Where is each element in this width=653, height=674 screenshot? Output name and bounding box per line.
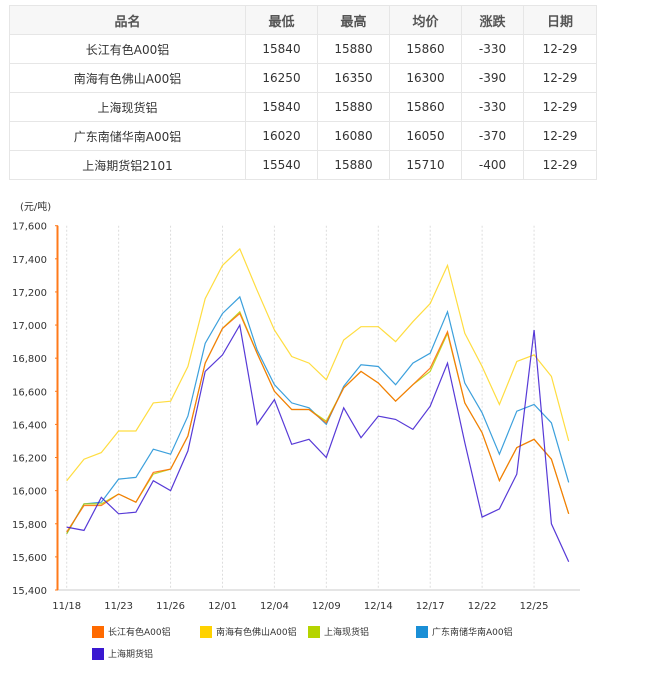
table-cell: 16050	[389, 121, 462, 151]
legend-item[interactable]: 长江有色A00铝	[92, 625, 171, 638]
table-cell: 广东南储华南A00铝	[9, 121, 246, 151]
x-tick-label: 12/14	[364, 601, 393, 610]
y-tick-label: 17,400	[12, 255, 47, 266]
legend-label: 长江有色A00铝	[108, 628, 171, 638]
y-tick-label: 16,600	[12, 387, 47, 398]
table-cell: 16250	[245, 63, 318, 93]
table-cell: 15880	[317, 34, 390, 64]
legend-label: 上海期货铝	[108, 650, 154, 660]
header-name: 品名	[9, 5, 246, 35]
table-cell: 南海有色佛山A00铝	[9, 63, 246, 93]
legend-label: 上海现货铝	[324, 628, 370, 638]
header-change: 涨跌	[461, 5, 524, 35]
x-tick-label: 12/01	[208, 601, 237, 610]
table-cell: 15880	[317, 150, 390, 180]
table-cell: 12-29	[523, 150, 597, 180]
table-row: 南海有色佛山A00铝 16250 16350 16300 -390 12-29	[9, 63, 597, 93]
y-tick-label: 17,600	[12, 222, 47, 233]
x-tick-label: 11/26	[156, 601, 185, 610]
table-row: 上海期货铝2101 15540 15880 15710 -400 12-29	[9, 150, 597, 180]
y-tick-label: 15,800	[12, 520, 47, 531]
y-tick-label: 17,200	[12, 288, 47, 299]
table-cell: 15840	[245, 92, 318, 122]
x-tick-label: 12/04	[260, 601, 289, 610]
y-tick-label: 16,400	[12, 420, 47, 431]
series-line-0	[66, 312, 570, 533]
x-tick-label: 12/09	[312, 601, 341, 610]
header-date: 日期	[523, 5, 597, 35]
table-cell: -390	[461, 63, 524, 93]
legend-item[interactable]: 广东南储华南A00铝	[416, 625, 513, 638]
legend-item[interactable]: 上海现货铝	[308, 625, 369, 638]
legend-swatch	[92, 647, 104, 660]
legend-swatch	[200, 625, 212, 638]
table-cell: 16350	[317, 63, 390, 93]
table-cell: -400	[461, 150, 524, 180]
legend-item[interactable]: 上海期货铝	[92, 647, 153, 660]
x-tick-label: 12/25	[520, 601, 549, 610]
legend-swatch	[308, 625, 320, 638]
table-cell: 12-29	[523, 34, 597, 64]
y-tick-label: 17,000	[12, 321, 47, 332]
table-cell: -330	[461, 34, 524, 64]
x-tick-label: 12/22	[468, 601, 497, 610]
legend-item[interactable]: 南海有色佛山A00铝	[200, 625, 297, 638]
table-cell: 15860	[389, 34, 462, 64]
table-cell: 长江有色A00铝	[9, 34, 246, 64]
y-axis-unit: (元/吨)	[20, 200, 51, 213]
x-tick-label: 11/18	[52, 601, 81, 610]
table-header-row: 品名 最低 最高 均价 涨跌 日期	[9, 5, 597, 35]
legend-label: 广东南储华南A00铝	[432, 628, 513, 638]
y-tick-label: 15,600	[12, 553, 47, 564]
header-high: 最高	[317, 5, 390, 35]
legend-swatch	[416, 625, 428, 638]
table-cell: 15540	[245, 150, 318, 180]
table-cell: 12-29	[523, 92, 597, 122]
header-low: 最低	[245, 5, 318, 35]
price-table: 品名 最低 最高 均价 涨跌 日期 长江有色A00铝 15840 15880 1586…	[9, 5, 597, 180]
header-avg: 均价	[389, 5, 462, 35]
table-row: 广东南储华南A00铝 16020 16080 16050 -370 12-29	[9, 121, 597, 151]
table-cell: -370	[461, 121, 524, 151]
y-tick-label: 16,000	[12, 487, 47, 498]
y-tick-label: 16,200	[12, 454, 47, 465]
legend-swatch	[92, 625, 104, 638]
table-cell: 15710	[389, 150, 462, 180]
series-line-1	[66, 247, 570, 482]
table-cell: 12-29	[523, 63, 597, 93]
table-cell: 12-29	[523, 121, 597, 151]
table-row: 上海现货铝 15840 15880 15860 -330 12-29	[9, 92, 597, 122]
legend-label: 南海有色佛山A00铝	[216, 628, 297, 638]
y-tick-label: 16,800	[12, 354, 47, 365]
x-tick-label: 11/23	[104, 601, 133, 610]
price-line-chart: (元/吨) 15,400 15,600 15,800 16,000 16,200 16,40…	[12, 200, 580, 610]
table-row: 长江有色A00铝 15840 15880 15860 -330 12-29	[9, 34, 597, 64]
y-tick-label: 15,400	[12, 586, 47, 597]
table-cell: 16300	[389, 63, 462, 93]
table-cell: 上海期货铝2101	[9, 150, 246, 180]
table-cell: 16020	[245, 121, 318, 151]
table-cell: 16080	[317, 121, 390, 151]
series-line-4	[66, 323, 570, 563]
table-cell: 上海现货铝	[9, 92, 246, 122]
table-cell: 15840	[245, 34, 318, 64]
table-cell: 15880	[317, 92, 390, 122]
table-cell: 15860	[389, 92, 462, 122]
table-cell: -330	[461, 92, 524, 122]
x-tick-label: 12/17	[416, 601, 445, 610]
